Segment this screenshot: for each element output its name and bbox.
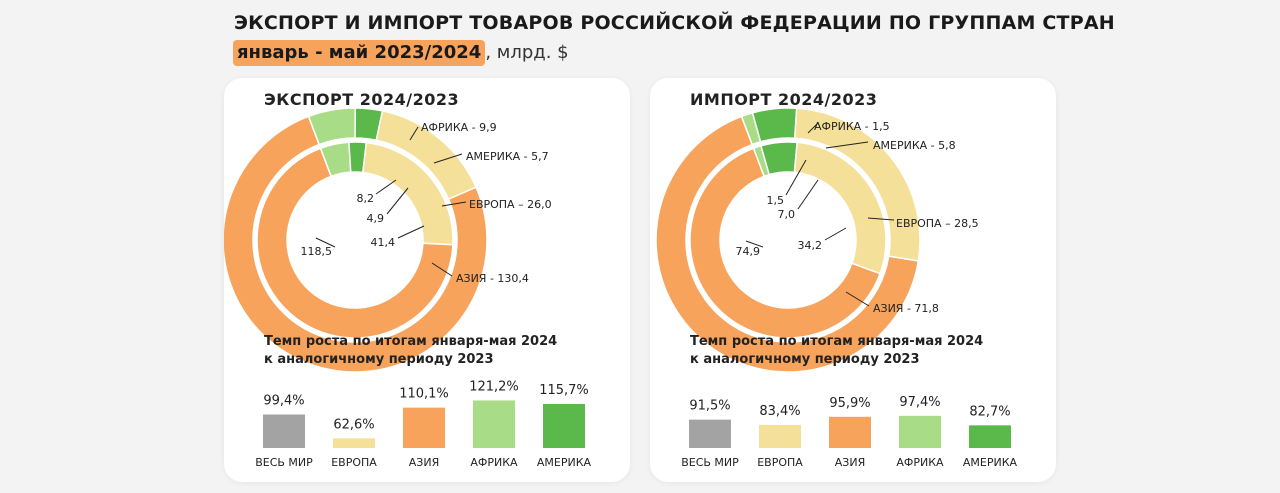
export-chart: АФРИКА - 9,9 АМЕРИКА - 5,7 ЕВРОПА – 26,0 АЗ…: [224, 107, 592, 469]
export-growth-category-world: ВЕСЬ МИР: [255, 456, 313, 469]
export-inner-leader-america: [386, 187, 409, 215]
export-growth-category-asia: АЗИЯ: [409, 456, 439, 469]
export-growth-value-america: 115,7%: [539, 383, 589, 398]
import-growth-bar-asia: [829, 416, 871, 448]
export-outer-leader-europe: [441, 201, 467, 207]
export-inner-leader-africa: [375, 179, 397, 195]
export-growth-bar-world: [263, 414, 305, 448]
import-outer-leader-asia: [845, 291, 870, 307]
import-growth-category-world: ВЕСЬ МИР: [681, 456, 739, 469]
import-outer-leader-africa: [807, 122, 819, 134]
export-inner-label-america: 4,9: [367, 212, 385, 225]
export-growth-bar-america: [543, 404, 585, 448]
export-growth-value-world: 99,4%: [263, 394, 304, 409]
export-inner-label-europe: 41,4: [371, 236, 396, 249]
import-outer-label-asia: АЗИЯ - 71,8: [873, 302, 939, 315]
import-growth-value-asia: 95,9%: [829, 396, 870, 411]
export-growth-bar-asia: [403, 407, 445, 448]
export-inner-slice-asia: [256, 147, 454, 339]
import-growth-value-world: 91,5%: [689, 399, 730, 414]
export-outer-slice-asia: [224, 115, 488, 373]
import-inner-leader-africa: [785, 159, 807, 196]
import-inner-slice-asia: [689, 147, 882, 339]
import-growth-value-europe: 83,4%: [759, 404, 800, 419]
page-subtitle: январь - май 2023/2024, млрд. $: [233, 40, 569, 66]
import-outer-label-europe: ЕВРОПА – 28,5: [896, 217, 979, 230]
import-outer-leader-europe: [867, 217, 895, 221]
import-outer-leader-america: [825, 141, 869, 149]
import-growth-title-line2: к аналогичному периоду 2023: [690, 352, 920, 367]
export-card: АФРИКА - 9,9 АМЕРИКА - 5,7 ЕВРОПА – 26,0 АЗ…: [224, 78, 630, 482]
export-outer-leader-africa: [409, 126, 419, 141]
export-title: ЭКСПОРТ 2024/2023: [264, 90, 460, 109]
export-growth-bar-africa: [473, 400, 515, 448]
import-growth-title: Темп роста по итогам января-мая 2024 к а…: [690, 333, 1030, 369]
import-growth-category-europe: ЕВРОПА: [757, 456, 803, 469]
export-growth-category-africa: АФРИКА: [470, 456, 518, 469]
export-inner-label-africa: 8,2: [357, 192, 375, 205]
export-growth-title-line2: к аналогичному периоду 2023: [264, 352, 494, 367]
import-card: АФРИКА - 1,5 АМЕРИКА - 5,8 ЕВРОПА – 28,5 АЗ…: [650, 78, 1056, 482]
import-outer-slice-america: [751, 107, 798, 143]
import-growth-category-africa: АФРИКА: [896, 456, 944, 469]
import-growth-category-asia: АЗИЯ: [835, 456, 865, 469]
export-inner-label-asia: 118,5: [301, 245, 333, 258]
import-growth-bar-world: [689, 419, 731, 448]
import-outer-slice-asia: [655, 115, 920, 373]
export-growth-value-europe: 62,6%: [333, 417, 374, 432]
import-growth-category-america: АМЕРИКА: [963, 456, 1018, 469]
import-inner-label-africa: 1,5: [767, 194, 785, 207]
import-inner-leader-europe: [824, 227, 847, 241]
import-chart: АФРИКА - 1,5 АМЕРИКА - 5,8 ЕВРОПА – 28,5 АЗ…: [655, 107, 1018, 469]
import-inner-label-europe: 34,2: [798, 239, 823, 252]
import-inner-leader-asia: [745, 240, 764, 248]
export-outer-label-africa: АФРИКА - 9,9: [421, 121, 497, 134]
export-outer-leader-america: [433, 153, 463, 164]
export-growth-bar-europe: [333, 438, 375, 448]
export-growth-category-europe: ЕВРОПА: [331, 456, 377, 469]
export-growth-value-asia: 110,1%: [399, 387, 449, 402]
export-outer-label-europe: ЕВРОПА – 26,0: [469, 198, 552, 211]
import-outer-label-america: АМЕРИКА - 5,8: [873, 139, 956, 152]
export-outer-label-asia: АЗИЯ - 130,4: [456, 272, 529, 285]
page-title: ЭКСПОРТ И ИМПОРТ ТОВАРОВ РОССИЙСКОЙ ФЕДЕ…: [234, 12, 1115, 34]
import-growth-value-africa: 97,4%: [899, 395, 940, 410]
import-growth-bar-africa: [899, 415, 941, 448]
export-growth-value-africa: 121,2%: [469, 379, 519, 394]
export-inner-leader-europe: [397, 225, 425, 239]
import-inner-label-asia: 74,9: [736, 245, 761, 258]
import-inner-leader-america: [797, 179, 819, 210]
export-inner-leader-asia: [315, 237, 336, 248]
import-outer-label-africa: АФРИКА - 1,5: [814, 120, 890, 133]
export-growth-title: Темп роста по итогам января-мая 2024 к а…: [264, 333, 604, 369]
export-growth-category-america: АМЕРИКА: [537, 456, 592, 469]
period-highlight: январь - май 2023/2024: [233, 40, 486, 66]
unit-label: , млрд. $: [485, 42, 569, 63]
export-outer-label-america: АМЕРИКА - 5,7: [466, 150, 549, 163]
import-growth-bar-europe: [759, 424, 801, 448]
import-growth-bar-america: [969, 425, 1011, 448]
import-inner-label-america: 7,0: [778, 208, 796, 221]
import-growth-title-line1: Темп роста по итогам января-мая 2024: [690, 334, 984, 349]
import-growth-value-america: 82,7%: [969, 404, 1010, 419]
import-title: ИМПОРТ 2024/2023: [690, 90, 878, 109]
export-outer-leader-asia: [431, 262, 453, 277]
export-growth-title-line1: Темп роста по итогам января-мая 2024: [264, 334, 558, 349]
